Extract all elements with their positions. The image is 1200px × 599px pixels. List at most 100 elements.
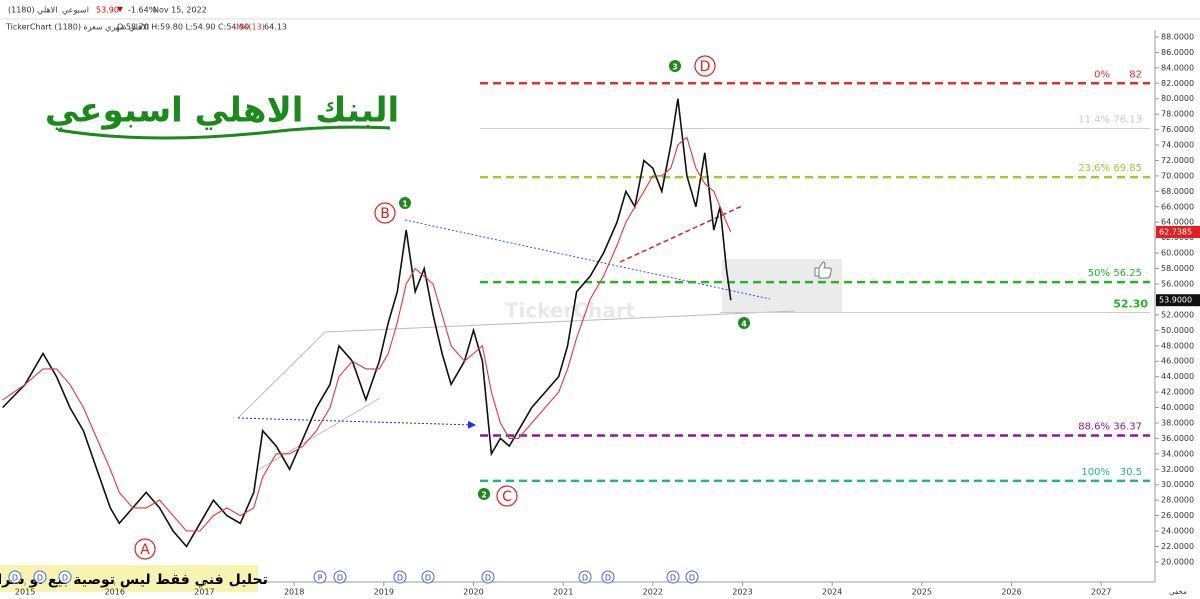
wave-label: D (700, 59, 711, 75)
x-tick-label: 2022 (643, 588, 663, 597)
down-arrow (117, 7, 123, 12)
wave-label: A (140, 542, 150, 558)
wave-number: 4 (741, 320, 747, 329)
y-tick-label: 28.0000 (1161, 496, 1194, 505)
event-marker (421, 570, 435, 584)
fib-pct: 11.4% (1078, 115, 1110, 126)
wave-circle (496, 485, 518, 507)
x-tick-label: 2016 (105, 588, 125, 597)
x-tick-label: 2018 (284, 588, 304, 597)
fib-value: 30.5 (1120, 467, 1142, 478)
y-tick-label: 72.0000 (1161, 156, 1194, 165)
wave-circle (374, 202, 396, 224)
source: TickerChart الاهلي شهري سعرة (1180) (5, 23, 149, 32)
y-tick-label: 26.0000 (1161, 511, 1194, 520)
y-tick-label: 84.0000 (1161, 63, 1194, 72)
event-label: D (37, 574, 43, 583)
wave-label: C (502, 489, 512, 505)
wave-number: 3 (672, 63, 678, 72)
x-tick-label: 2024 (822, 588, 842, 597)
x-tick-label: 2021 (553, 588, 573, 597)
y-tick-label: 82.0000 (1161, 79, 1194, 88)
y-tick-label: 58.0000 (1161, 264, 1194, 273)
x-tick-label: 2026 (1001, 588, 1021, 597)
series-line (2, 136, 732, 532)
y-tick-label: 30.0000 (1161, 480, 1194, 489)
y-tick-label: 52.0000 (1161, 310, 1194, 319)
y-tick-label: 78.0000 (1161, 110, 1194, 119)
y-tick-label: 38.0000 (1161, 418, 1194, 427)
event-label: D (485, 574, 491, 583)
fib-value: 82 (1129, 69, 1142, 80)
y-tick-label: 88.0000 (1161, 32, 1194, 41)
fib-value: 69.85 (1113, 163, 1142, 174)
event-label: D (12, 574, 18, 583)
y-tick-label: 50.0000 (1161, 326, 1194, 335)
y-tick-label: 22.0000 (1161, 542, 1194, 551)
y-tick-label: 36.0000 (1161, 434, 1194, 443)
x-tick-label: 2015 (15, 588, 35, 597)
last-price: 53.90 (96, 6, 119, 15)
y-tick-label: 44.0000 (1161, 372, 1194, 381)
event-marker (8, 570, 22, 584)
ohlc: O:58.70 H:59.80 L:54.90 C:54.90 (117, 23, 249, 32)
trend-line (619, 205, 743, 263)
event-label: D (670, 574, 676, 583)
y-tick-label: 34.0000 (1161, 449, 1194, 458)
event-marker (393, 570, 407, 584)
event-marker (333, 570, 347, 584)
x-tick-label: 2027 (1091, 588, 1111, 597)
wave-number-dot (478, 488, 490, 500)
wave-number-dot (669, 60, 681, 72)
fib-pct: 88.6% (1078, 422, 1110, 433)
event-label: D (62, 574, 68, 583)
y-tick-label: 76.0000 (1161, 125, 1194, 134)
event-label: D (689, 574, 695, 583)
series-line (2, 98, 732, 548)
event-marker (313, 570, 327, 584)
event-label: D (582, 574, 588, 583)
price-tag-label: 53.9000 (1159, 296, 1192, 305)
wave-number: 2 (481, 491, 487, 500)
x-tick-label: 2023 (732, 588, 752, 597)
fib-value: 76.13 (1113, 115, 1142, 126)
fib-pct: 23.6% (1078, 163, 1110, 174)
fib-pct: 50% (1088, 268, 1110, 279)
corner-label: مخفي (1169, 588, 1187, 596)
event-label: D (337, 574, 343, 583)
title-swash (57, 125, 391, 140)
event-marker (666, 570, 680, 584)
y-tick-label: 42.0000 (1161, 388, 1194, 397)
y-tick-label: 66.0000 (1161, 202, 1194, 211)
y-tick-label: 60.0000 (1161, 249, 1194, 258)
price-tag-label: 62.7385 (1159, 227, 1192, 236)
event-marker (58, 570, 72, 584)
event-marker (601, 570, 615, 584)
y-tick-label: 64.0000 (1161, 218, 1194, 227)
wave-label: B (380, 206, 390, 222)
event-label: D (397, 574, 403, 583)
wave-number-dot (399, 197, 411, 209)
ma-value: 64.13 (264, 23, 287, 32)
change: -1.64% (128, 6, 157, 15)
y-tick-label: 70.0000 (1161, 171, 1194, 180)
event-marker (685, 570, 699, 584)
y-tick-label: 20.0000 (1161, 557, 1194, 566)
price-tag (1156, 294, 1200, 307)
wave-circle (694, 55, 716, 77)
y-tick-label: 80.0000 (1161, 94, 1194, 103)
y-tick-label: 40.0000 (1161, 403, 1194, 412)
event-marker (481, 570, 495, 584)
date: Nov 15, 2022 (153, 6, 207, 15)
y-tick-label: 86.0000 (1161, 48, 1194, 57)
wave-number-dot (738, 317, 750, 329)
ma-name: MA(13) (236, 23, 265, 32)
y-tick-label: 48.0000 (1161, 341, 1194, 350)
event-marker (578, 570, 592, 584)
price-tag (1156, 225, 1200, 238)
x-tick-label: 2019 (374, 588, 394, 597)
x-tick-label: 2017 (194, 588, 214, 597)
channel-line (257, 397, 381, 471)
x-tick-label: 2025 (912, 588, 932, 597)
